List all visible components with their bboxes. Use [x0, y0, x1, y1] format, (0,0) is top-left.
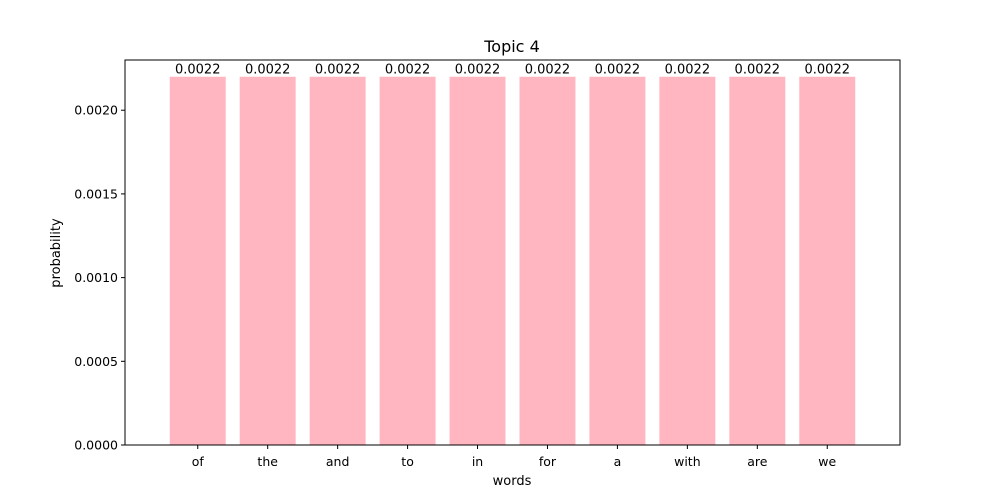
x-tick-label: of [192, 454, 205, 469]
bar-with [659, 76, 716, 445]
y-tick-label: 0.0015 [74, 186, 118, 201]
bars-group [169, 76, 856, 445]
x-tick-label: are [747, 454, 768, 469]
x-tick-label: in [472, 454, 483, 469]
data-label: 0.0022 [735, 63, 781, 78]
y-tick-label: 0.0000 [74, 438, 118, 453]
x-tick-label: we [818, 454, 836, 469]
bar-and [309, 76, 366, 445]
y-tick-label: 0.0005 [74, 354, 118, 369]
data-label: 0.0022 [595, 63, 641, 78]
y-tick-label: 0.0020 [74, 103, 118, 118]
x-axis-label: words [493, 474, 532, 489]
bar-we [799, 76, 856, 445]
y-axis-ticks: 0.0000 0.0005 0.0010 0.0015 0.0020 [74, 103, 125, 453]
bar-the [239, 76, 296, 445]
data-label: 0.0022 [315, 63, 361, 78]
data-label: 0.0022 [385, 63, 431, 78]
data-label: 0.0022 [175, 63, 221, 78]
data-label: 0.0022 [805, 63, 851, 78]
y-axis-label: probability [49, 218, 64, 288]
x-tick-label: for [539, 454, 557, 469]
y-tick-label: 0.0010 [74, 270, 118, 285]
bar-a [589, 76, 646, 445]
data-label: 0.0022 [665, 63, 711, 78]
bar-are [729, 76, 786, 445]
x-tick-label: to [401, 454, 414, 469]
bar-for [519, 76, 576, 445]
bar-of [169, 76, 226, 445]
x-axis-ticks: of the and to in for a with are we [192, 445, 837, 469]
x-tick-label: with [674, 454, 701, 469]
x-tick-label: a [614, 454, 622, 469]
bar-to [379, 76, 436, 445]
chart-title: Topic 4 [483, 37, 540, 56]
x-tick-label: the [257, 454, 278, 469]
data-label: 0.0022 [245, 63, 291, 78]
data-label: 0.0022 [455, 63, 501, 78]
bar-in [449, 76, 506, 445]
x-tick-label: and [326, 454, 350, 469]
data-labels-group: 0.0022 0.0022 0.0022 0.0022 0.0022 0.0022 0.00… [175, 63, 850, 78]
plot-frame [124, 59, 901, 446]
data-label: 0.0022 [525, 63, 571, 78]
